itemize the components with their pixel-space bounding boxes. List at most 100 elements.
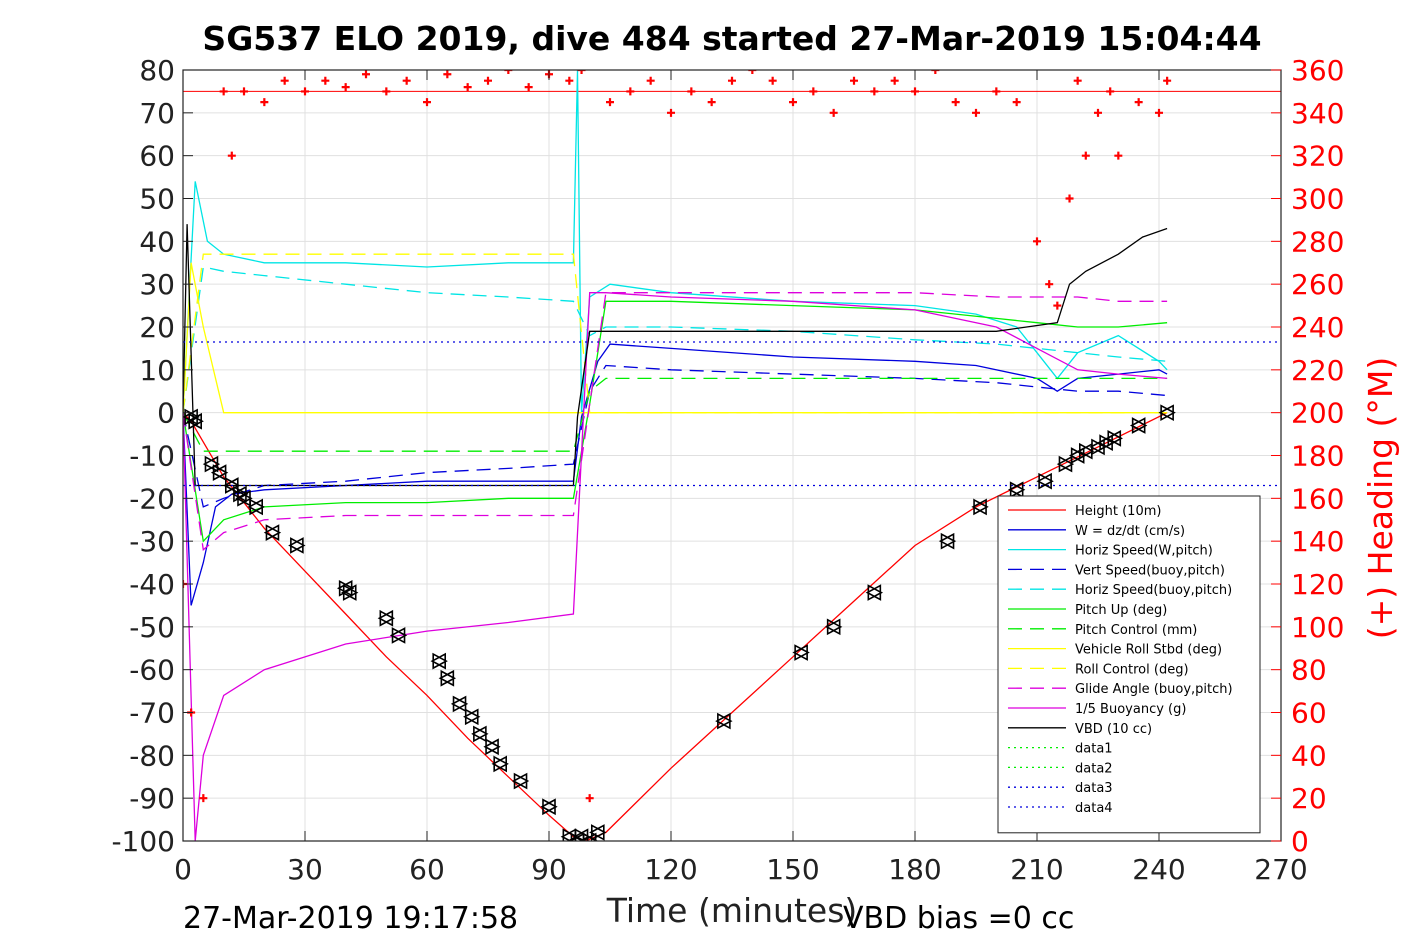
y-tick-label-right: 260 <box>1291 268 1344 301</box>
footer-vbd-bias: VBD bias =0 cc <box>843 901 1074 936</box>
legend-label: Horiz Speed(W,pitch) <box>1075 544 1213 559</box>
triangle-marker <box>589 824 605 841</box>
heading-marker <box>443 70 452 79</box>
heading-marker <box>687 87 696 96</box>
heading-marker <box>992 87 1001 96</box>
heading-marker <box>789 98 797 107</box>
y-tick-label-right: 60 <box>1291 697 1327 730</box>
triangle-marker <box>450 695 467 713</box>
y-axis-right-label: (+) Heading (°M) <box>1361 357 1400 639</box>
heading-marker <box>1012 98 1021 107</box>
series-line-w-dz-dt-cm-s <box>183 343 1168 606</box>
heading-marker <box>850 76 858 85</box>
y-tick-label-left: 60 <box>139 140 175 173</box>
triangle-marker <box>247 498 264 516</box>
y-tick-label-left: -30 <box>129 525 175 558</box>
heading-marker <box>199 794 208 803</box>
heading-marker <box>1134 98 1143 107</box>
triangle-marker <box>263 524 280 541</box>
heading-marker <box>1106 87 1115 96</box>
plot-area: 0 30 60 90 120 150 180 210 240 270 80 70 60 50 40 30 20 1… <box>111 54 1344 886</box>
heading-marker <box>260 98 269 107</box>
y-tick-label-right: 80 <box>1291 654 1327 687</box>
y-tick-label-left: 40 <box>139 225 175 258</box>
heading-marker <box>728 76 736 85</box>
triangle-marker <box>223 477 239 494</box>
x-tick-label: 0 <box>174 853 192 886</box>
legend-label: Pitch Control (mm) <box>1075 623 1197 638</box>
triangle-marker <box>377 609 394 627</box>
triangle-marker <box>938 532 955 550</box>
triangle-marker <box>1158 404 1174 422</box>
heading-marker <box>341 83 350 92</box>
y-tick-label-right: 40 <box>1291 739 1327 772</box>
series-line-vehicle-roll-stbd-deg <box>183 262 1168 414</box>
x-tick-label: 30 <box>287 853 323 886</box>
legend-label: VBD (10 cc) <box>1075 722 1152 737</box>
y-tick-label-right: 360 <box>1291 54 1344 87</box>
x-tick-label: 180 <box>888 853 941 886</box>
heading-marker <box>1114 151 1123 160</box>
y-tick-label-right: 0 <box>1291 825 1309 858</box>
y-tick-label-right: 100 <box>1291 611 1344 644</box>
y-tick-label-left: 30 <box>139 268 175 301</box>
triangle-marker <box>1105 430 1122 447</box>
series-line-vbd-10-cc <box>183 224 1168 487</box>
heading-marker <box>585 794 594 803</box>
legend-label: 1/5 Buoyancy (g) <box>1075 702 1186 717</box>
heading-marker <box>646 76 655 85</box>
series-line-horiz-speed-w-pitch <box>183 70 1168 413</box>
y-tick-label-right: 320 <box>1291 140 1344 173</box>
legend-label: Glide Angle (buoy,pitch) <box>1075 682 1233 697</box>
y-tick-label-right: 160 <box>1291 482 1344 515</box>
triangle-marker <box>235 489 251 507</box>
x-tick-label: 210 <box>1010 853 1063 886</box>
series-group <box>183 70 1281 841</box>
heading-marker <box>768 76 777 85</box>
triangle-marker <box>491 755 508 773</box>
heading-marker <box>1155 108 1163 117</box>
triangle-marker <box>792 644 808 661</box>
y-tick-label-left: -70 <box>129 697 175 730</box>
y-tick-label-right: 20 <box>1291 782 1327 815</box>
y-tick-label-left: -60 <box>129 654 175 687</box>
triangle-marker <box>580 832 597 841</box>
x-tick-label: 90 <box>531 853 567 886</box>
x-tick-label: 240 <box>1132 853 1185 886</box>
series-line-vert-speed-buoy-pitch <box>183 364 1168 508</box>
heading-marker <box>402 76 411 85</box>
heading-marker <box>1045 280 1054 289</box>
y-tick-label-right: 300 <box>1291 183 1344 216</box>
y-tick-label-left: -90 <box>129 782 175 815</box>
y-tick-label-left: 80 <box>139 54 175 87</box>
legend-label: Horiz Speed(buoy,pitch) <box>1075 583 1232 598</box>
legend-label: W = dz/dt (cm/s) <box>1075 524 1185 539</box>
y-tick-label-right: 280 <box>1291 225 1344 258</box>
triangle-marker <box>430 652 447 670</box>
triangle-marker <box>865 584 882 601</box>
heading-marker <box>809 87 818 96</box>
legend-label: data2 <box>1075 761 1113 776</box>
heading-marker <box>1073 76 1082 85</box>
legend-label: Height (10m) <box>1075 504 1161 519</box>
chart-title: SG537 ELO 2019, dive 484 started 27-Mar-… <box>202 19 1261 58</box>
heading-marker <box>626 87 635 96</box>
heading-marker <box>382 87 391 96</box>
y-tick-label-left: -20 <box>129 482 175 515</box>
x-tick-label: 120 <box>644 853 697 886</box>
y-tick-label-left: -80 <box>129 739 175 772</box>
x-tick-label: 150 <box>766 853 819 886</box>
heading-marker <box>321 76 330 85</box>
triangle-marker <box>1007 481 1024 499</box>
legend-label: data3 <box>1075 781 1113 796</box>
y-tick-label-right: 200 <box>1291 397 1344 430</box>
y-tick-label-left: 0 <box>157 397 175 430</box>
heading-marker <box>606 98 614 107</box>
triangle-marker <box>971 498 987 516</box>
heading-marker <box>1094 108 1102 117</box>
heading-marker <box>301 87 309 96</box>
legend-label: data1 <box>1075 742 1113 757</box>
series-line-horiz-speed-buoy-pitch <box>183 266 1168 413</box>
y-tick-label-right: 220 <box>1291 354 1344 387</box>
y-tick-label-right: 140 <box>1291 525 1344 558</box>
